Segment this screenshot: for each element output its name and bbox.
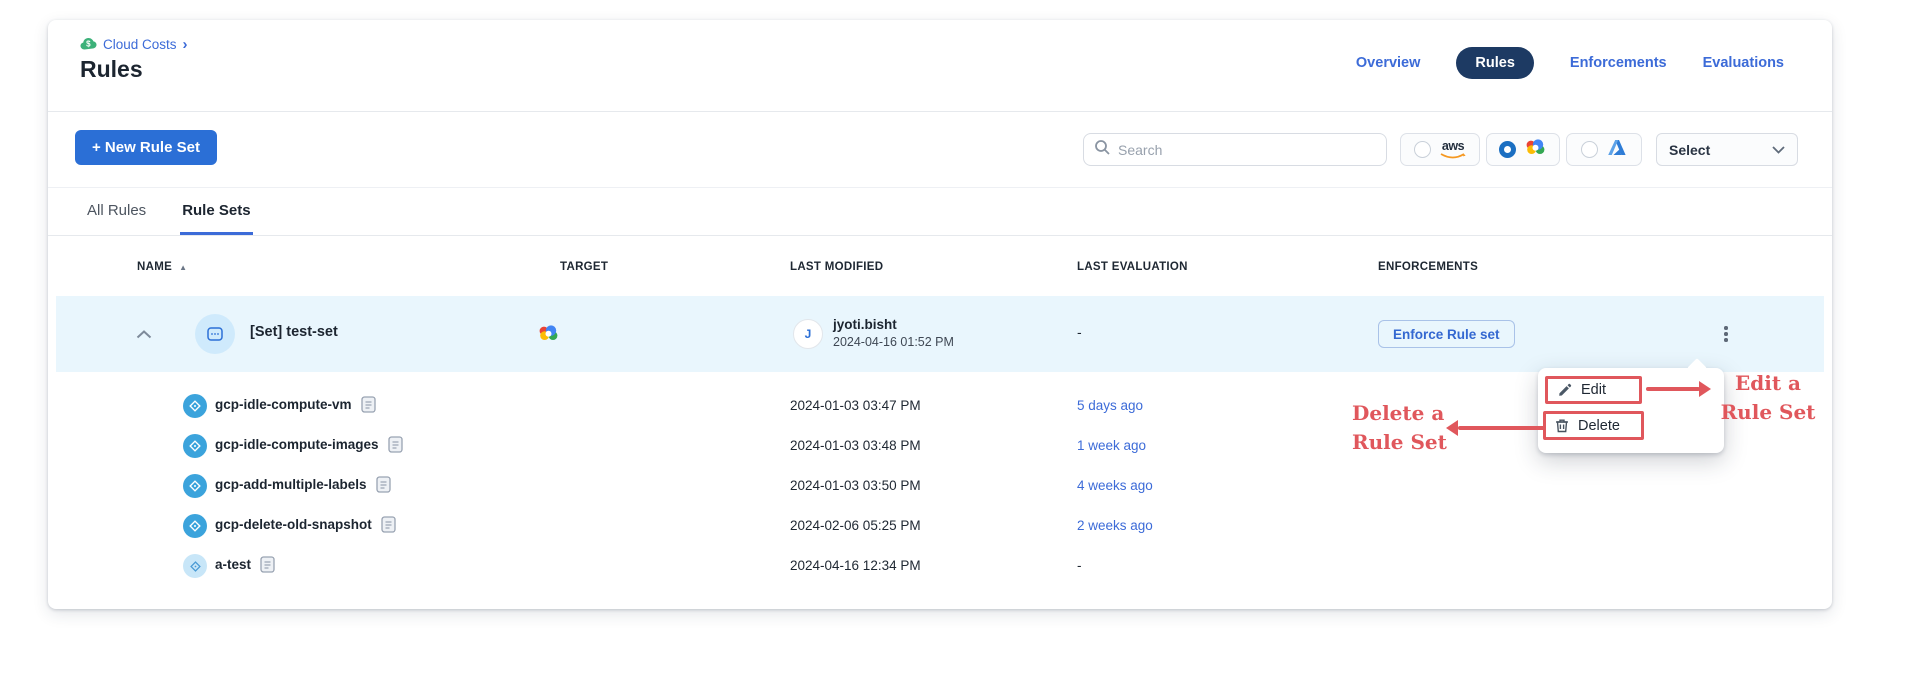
rule-set-name: [Set] test-set: [250, 324, 338, 340]
toolbar: + New Rule Set aws: [48, 112, 1832, 188]
collapse-chevron-icon[interactable]: [136, 326, 152, 344]
menu-item-delete[interactable]: Delete: [1543, 411, 1644, 440]
context-menu: Edit Delete: [1538, 358, 1724, 453]
column-header-last-evaluation: LAST EVALUATION: [1077, 261, 1188, 273]
delete-annotation-arrow: [1458, 426, 1546, 430]
aws-radio[interactable]: [1414, 141, 1431, 158]
rule-last-evaluation-link[interactable]: 4 weeks ago: [1077, 478, 1153, 493]
edit-annotation-arrowhead: [1699, 381, 1711, 397]
rule-row[interactable]: gcp-idle-compute-images 2024-01-03 03:48…: [56, 426, 1824, 466]
column-header-target: TARGET: [560, 261, 609, 273]
search-input[interactable]: [1118, 141, 1376, 158]
rule-icon: [183, 554, 207, 578]
pencil-icon: [1559, 383, 1572, 396]
provider-toggle-aws[interactable]: aws: [1400, 133, 1480, 166]
sort-asc-icon[interactable]: ▲: [179, 262, 188, 272]
nav-overview[interactable]: Overview: [1355, 55, 1421, 71]
rule-last-modified: 2024-01-03 03:47 PM: [790, 398, 921, 413]
rule-last-evaluation-link[interactable]: 5 days ago: [1077, 398, 1144, 413]
table-header: NAME ▲ TARGET LAST MODIFIED LAST EVALUAT…: [48, 236, 1832, 296]
rule-name: gcp-delete-old-snapshot: [215, 517, 372, 532]
view-rule-doc-icon[interactable]: [387, 436, 403, 453]
rule-last-modified: 2024-01-03 03:50 PM: [790, 478, 921, 493]
trash-icon: [1556, 419, 1568, 433]
nav-evaluations[interactable]: Evaluations: [1702, 55, 1784, 71]
rule-icon: [183, 434, 207, 458]
tab-all-rules[interactable]: All Rules: [87, 201, 147, 219]
delete-annotation-label: Delete a Rule Set: [1352, 401, 1447, 454]
top-nav: Overview Rules Enforcements Evaluations: [1356, 47, 1784, 79]
azure-icon: [1607, 139, 1627, 161]
view-rule-doc-icon[interactable]: [260, 556, 275, 573]
svg-text:$: $: [86, 39, 91, 48]
rule-row[interactable]: gcp-idle-compute-vm 2024-01-03 03:47 PM …: [56, 386, 1824, 426]
rule-last-modified: 2024-01-03 03:48 PM: [790, 438, 921, 453]
rule-name: gcp-idle-compute-images: [215, 437, 379, 452]
search-box[interactable]: [1083, 133, 1387, 166]
select-dropdown[interactable]: Select: [1656, 133, 1798, 166]
gcp-icon: [1525, 138, 1547, 161]
select-value: Select: [1669, 141, 1711, 158]
view-rule-doc-icon[interactable]: [381, 516, 396, 533]
avatar: J: [793, 319, 823, 349]
rule-name: gcp-idle-compute-vm: [215, 397, 352, 412]
rule-row[interactable]: gcp-add-multiple-labels 2024-01-03 03:50…: [56, 466, 1824, 506]
rule-row[interactable]: gcp-delete-old-snapshot 2024-02-06 05:25…: [56, 506, 1824, 546]
rule-set-row[interactable]: [Set] test-set J jyoti.bisht 2024-04-16 …: [56, 296, 1824, 372]
nav-enforcements[interactable]: Enforcements: [1569, 55, 1667, 71]
rule-name: gcp-add-multiple-labels: [215, 477, 367, 492]
edit-annotation-label: Edit a Rule Set: [1720, 371, 1816, 424]
view-rule-doc-icon[interactable]: [360, 396, 376, 413]
rule-last-evaluation-link[interactable]: 1 week ago: [1077, 438, 1147, 453]
rules-card: $ Cloud Costs › Rules Overview Rules Enf…: [48, 20, 1832, 609]
rule-row[interactable]: a-test 2024-04-16 12:34 PM -: [56, 546, 1824, 586]
view-rule-doc-icon[interactable]: [375, 476, 391, 493]
rule-icon: [183, 474, 207, 498]
last-evaluation-value: -: [1077, 324, 1082, 340]
column-header-enforcements: ENFORCEMENTS: [1378, 261, 1479, 273]
gcp-target-icon: [538, 324, 560, 347]
breadcrumb-label[interactable]: Cloud Costs: [103, 37, 177, 52]
view-tabs: All Rules Rule Sets: [48, 188, 1832, 236]
rule-icon: [183, 394, 207, 418]
column-header-name[interactable]: NAME ▲: [137, 261, 188, 273]
enforce-rule-set-button[interactable]: Enforce Rule set: [1378, 320, 1515, 348]
last-modified-cell: jyoti.bisht 2024-04-16 01:52 PM: [833, 317, 954, 349]
column-header-last-modified: LAST MODIFIED: [790, 261, 884, 273]
nav-rules[interactable]: Rules: [1456, 47, 1534, 79]
aws-icon: aws: [1440, 140, 1466, 159]
azure-radio[interactable]: [1581, 141, 1598, 158]
rule-last-modified: 2024-04-16 12:34 PM: [790, 558, 921, 573]
delete-annotation-arrowhead: [1446, 420, 1458, 436]
new-rule-set-button[interactable]: + New Rule Set: [75, 130, 217, 165]
kebab-menu-icon[interactable]: [1718, 321, 1734, 347]
menu-item-edit[interactable]: Edit: [1545, 376, 1642, 404]
chevron-down-icon: [1772, 145, 1785, 154]
breadcrumb[interactable]: $ Cloud Costs ›: [80, 36, 188, 53]
rule-name: a-test: [215, 557, 252, 572]
provider-toggle-azure[interactable]: [1566, 133, 1642, 166]
search-icon: [1094, 139, 1110, 160]
edit-annotation-arrow: [1646, 387, 1700, 391]
page-header: $ Cloud Costs › Rules Overview Rules Enf…: [48, 20, 1832, 112]
provider-toggle-gcp[interactable]: [1486, 133, 1560, 166]
modified-at: 2024-04-16 01:52 PM: [833, 335, 954, 349]
rule-icon: [183, 514, 207, 538]
rule-last-modified: 2024-02-06 05:25 PM: [790, 518, 921, 533]
modified-by: jyoti.bisht: [833, 317, 897, 332]
rule-set-icon: [195, 314, 235, 354]
page-title: Rules: [80, 56, 143, 82]
cloud-costs-icon: $: [80, 37, 97, 53]
rule-list: gcp-idle-compute-vm 2024-01-03 03:47 PM …: [56, 372, 1824, 586]
rule-last-evaluation-link[interactable]: 2 weeks ago: [1077, 518, 1153, 533]
gcp-radio[interactable]: [1499, 141, 1516, 158]
breadcrumb-chevron-icon: ›: [182, 36, 188, 53]
tab-rule-sets[interactable]: Rule Sets: [180, 188, 253, 235]
rule-last-evaluation-value: -: [1077, 558, 1082, 573]
